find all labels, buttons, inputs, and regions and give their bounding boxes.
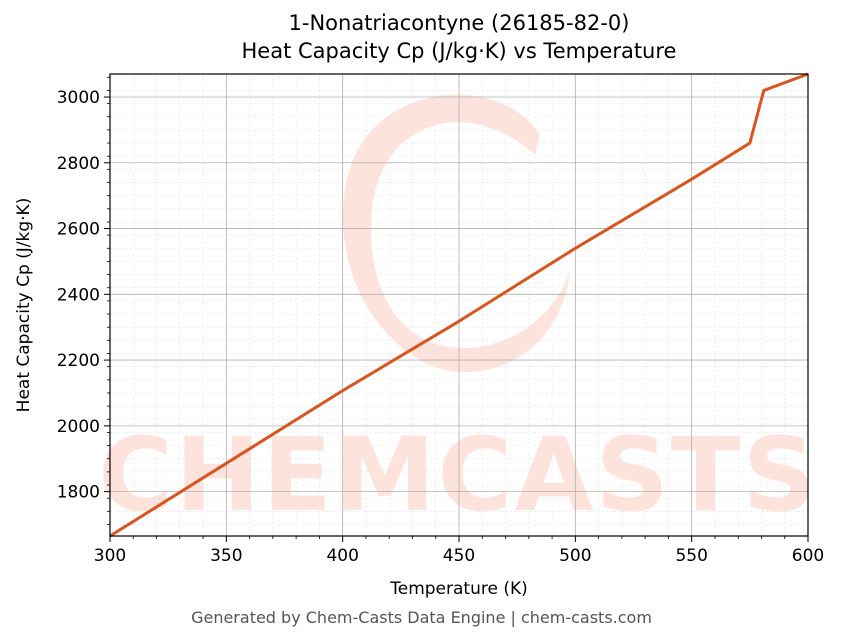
y-tick-label: 2200 — [57, 351, 100, 371]
x-tick-label: 550 — [675, 546, 707, 566]
x-tick-label: 300 — [94, 546, 126, 566]
x-tick-label: 500 — [559, 546, 591, 566]
y-tick-label: 3000 — [57, 88, 100, 108]
x-tick-label: 600 — [792, 546, 824, 566]
series-line — [109, 72, 809, 538]
chart-title: 1-Nonatriacontyne (26185-82-0) — [288, 11, 630, 35]
y-tick-label: 2800 — [57, 154, 100, 174]
y-tick-label: 2600 — [57, 220, 100, 240]
y-tick-label: 2400 — [57, 285, 100, 305]
footer-credit: Generated by Chem-Casts Data Engine | ch… — [191, 608, 652, 627]
watermark-logo: CHEMCASTS — [98, 94, 818, 535]
y-tick-label: 1800 — [57, 483, 100, 503]
x-tick-label: 450 — [443, 546, 475, 566]
x-tick-label: 350 — [210, 546, 242, 566]
x-axis-ticks: 300 350 400 450 500 550 600 — [94, 536, 824, 566]
y-tick-label: 2000 — [57, 417, 100, 437]
y-axis-label: Heat Capacity Cp (J/kg·K) — [14, 198, 34, 413]
chart-subtitle: Heat Capacity Cp (J/kg·K) vs Temperature — [241, 39, 677, 63]
x-tick-label: 400 — [326, 546, 358, 566]
x-axis-label: Temperature (K) — [389, 579, 528, 599]
y-axis-ticks: 1800 2000 2200 2400 2600 2800 3000 — [57, 76, 110, 525]
watermark-text: CHEMCASTS — [98, 416, 818, 535]
